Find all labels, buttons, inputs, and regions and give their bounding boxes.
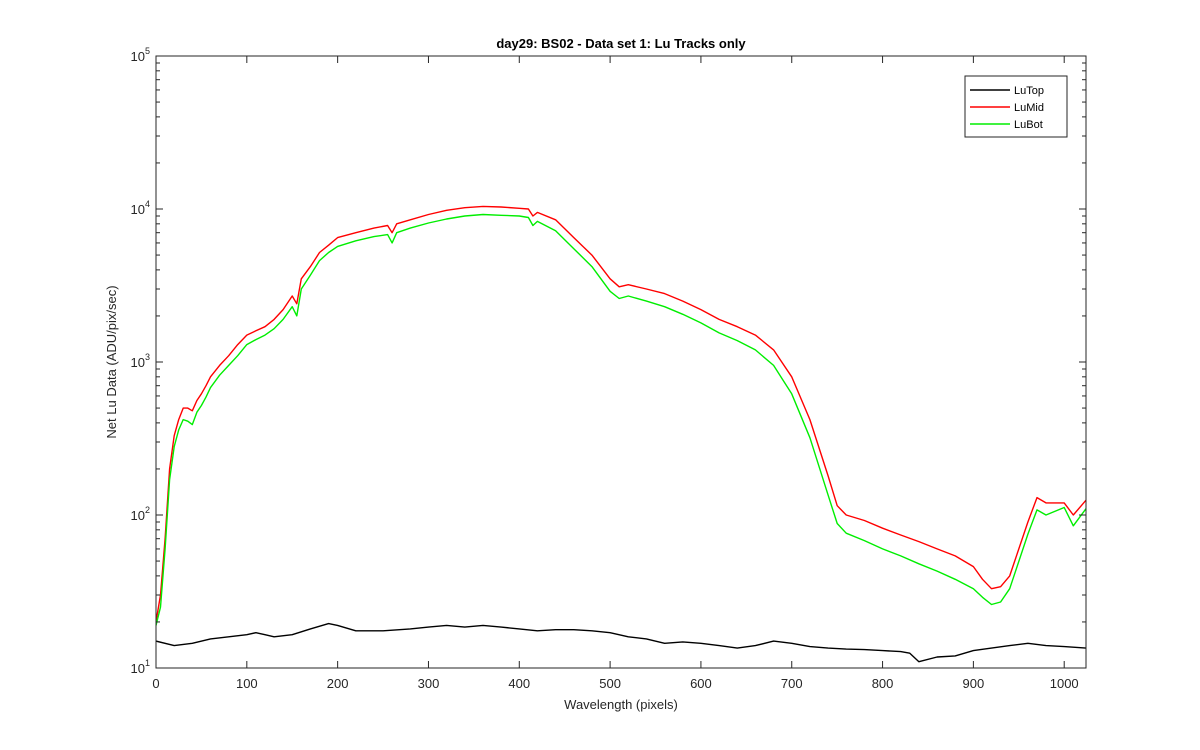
x-tick-label: 400 (508, 676, 530, 691)
legend-label-lumid: LuMid (1014, 102, 1044, 114)
legend: LuTop LuMid LuBot (964, 75, 1068, 138)
series-line-lumid (156, 205, 1086, 623)
y-axis-label: Net Lu Data (ADU/pix/sec) (104, 285, 119, 438)
series-line-lubot (156, 213, 1086, 626)
x-tick-label: 1000 (1050, 676, 1079, 691)
y-tick-label: 101 (131, 658, 150, 676)
x-tick-label: 200 (327, 676, 349, 691)
x-tick-label: 800 (872, 676, 894, 691)
y-tick-label: 102 (131, 505, 150, 523)
plot-frame (155, 55, 1087, 669)
plot-area (156, 56, 1086, 668)
chart-title: day29: BS02 - Data set 1: Lu Tracks only (496, 36, 746, 51)
series-line-lutop (156, 622, 1086, 663)
legend-label-lutop: LuTop (1014, 85, 1044, 97)
x-tick-label: 500 (599, 676, 621, 691)
x-axis-label: Wavelength (pixels) (564, 697, 678, 712)
series-layer (156, 205, 1086, 663)
x-tick-label: 300 (418, 676, 440, 691)
x-tick-label: 900 (963, 676, 985, 691)
x-tick-label: 100 (236, 676, 258, 691)
x-axis-ticks: 0 100 200 300 400 500 600 700 800 900 1000 (152, 56, 1079, 691)
y-axis-ticks: 101 102 103 104 105 (131, 46, 1086, 676)
x-tick-label: 700 (781, 676, 803, 691)
y-tick-label: 104 (131, 199, 150, 217)
x-tick-label: 600 (690, 676, 712, 691)
x-tick-label: 0 (152, 676, 159, 691)
y-tick-label: 105 (131, 46, 150, 64)
y-tick-label: 103 (131, 352, 150, 370)
legend-label-lubot: LuBot (1014, 119, 1043, 131)
